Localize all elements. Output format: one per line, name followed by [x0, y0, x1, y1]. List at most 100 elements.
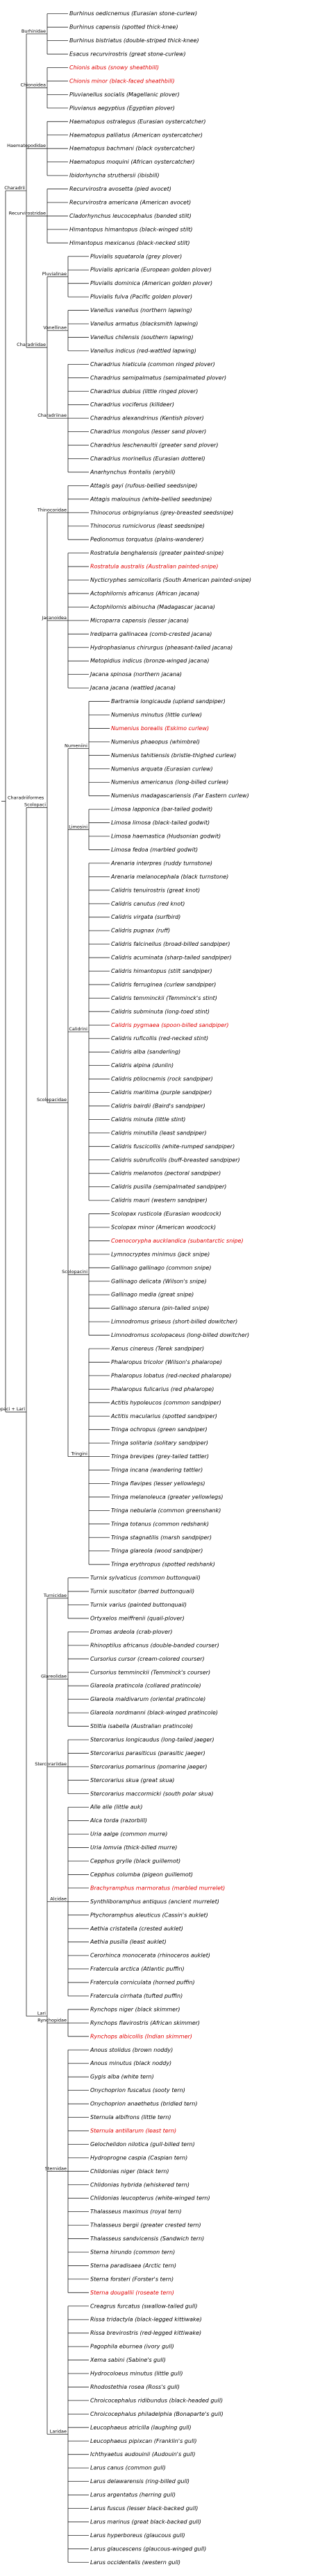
leaf-label: Pluvialis fulva (Pacific golden plover)	[90, 294, 192, 300]
leaf-label: Rostratula benghalensis (greater painted…	[90, 550, 223, 556]
leaf-label: Ptychoramphus aleuticus (Cassin's auklet…	[90, 1912, 208, 1918]
leaf-label: Charadrius dubius (little ringed plover)	[90, 388, 198, 395]
leaf-label: Calidris ruficollis (red-necked stint)	[111, 1035, 208, 1041]
clade-label: Tringini	[71, 1451, 88, 1457]
leaf-label: Cepphus grylle (black guillemot)	[90, 1858, 180, 1865]
leaf-label: Numenius phaeopus (whimbrel)	[111, 738, 200, 745]
leaf-label: Numenius borealis (Eskimo curlew)	[111, 725, 209, 732]
leaf-label: Hydroprogne caspia (Caspian tern)	[90, 2154, 187, 2161]
leaf-label: Calidris bairdii (Baird's sandpiper)	[111, 1103, 205, 1109]
leaf-label: Numenius minutus (little curlew)	[111, 711, 202, 718]
leaf-label: Vanellus indicus (red-wattled lapwing)	[90, 347, 196, 354]
leaf-label: Arenaria interpres (ruddy turnstone)	[110, 860, 212, 866]
leaf-label: Himantopus himantopus (black-winged stil…	[69, 226, 193, 232]
leaf-label: Alle alle (little auk)	[90, 1804, 142, 1810]
leaf-label: Thalasseus bergii (greater crested tern)	[90, 2222, 201, 2229]
leaf-label: Thinocorus orbignyianus (grey-breasted s…	[90, 510, 233, 516]
leaf-label: Tringa erythropus (spotted redshank)	[111, 1562, 215, 1568]
leaf-label: Phalaropus tricolor (Wilson's phalarope)	[111, 1359, 222, 1365]
leaf-label: Esacus recurvirostris (great stone-curle…	[69, 51, 186, 58]
leaf-label: Sterna dougallii (roseate tern)	[90, 2290, 174, 2296]
leaf-label: Cladorhynchus leucocephalus (banded stil…	[69, 213, 192, 219]
leaf-label: Numenius tahitiensis (bristle-thighed cu…	[111, 752, 236, 759]
clade-label: Rynchopidae	[37, 2017, 67, 2023]
leaf-label: Gygis alba (white tern)	[90, 2074, 154, 2080]
leaf-label: Burhinus capensis (spotted thick-knee)	[69, 24, 178, 31]
leaf-label: Charadrius leschenaultii (greater sand p…	[90, 442, 218, 449]
leaf-label: Calidris subminuta (long-toed stint)	[111, 1008, 210, 1014]
leaf-label: Haematopus moquini (African oystercatche…	[69, 159, 195, 165]
leaf-label: Rynchops flavirostris (African skimmer)	[90, 2020, 200, 2026]
leaf-label: Chroicocephalus philadelphia (Bonaparte'…	[90, 2411, 223, 2417]
leaf-label: Rhinoptilus africanus (double-banded cou…	[90, 1642, 219, 1648]
leaf-label: Burhinus bistriatus (double-striped thic…	[69, 37, 199, 44]
leaf-label: Calidris subruficollis (buff-breasted sa…	[111, 1157, 240, 1163]
leaf-label: Larus canus (common gull)	[90, 2465, 166, 2471]
leaf-label: Rostratula australis (Australian painted…	[90, 564, 218, 570]
leaf-label: Uria aalge (common murre)	[90, 1831, 167, 1838]
clade-label: Stercorariidae	[35, 1761, 67, 1767]
leaf-label: Burhinus oedicnemus (Eurasian stone-curl…	[69, 10, 197, 17]
leaf-label: Turnix varius (painted buttonquail)	[90, 1602, 187, 1608]
leaf-label: Turnix sylvaticus (common buttonquail)	[90, 1575, 201, 1581]
leaf-label: Attagis gayi (rufous-bellied seedsnipe)	[90, 483, 197, 489]
leaf-label: Calidris pygmaea (spoon-billed sandpiper…	[111, 1022, 229, 1028]
leaf-label: Rynchops niger (black skimmer)	[90, 2006, 180, 2012]
leaf-label: Microparra capensis (lesser jacana)	[90, 617, 189, 623]
leaf-label: Cursorius temminckii (Temminck's courser…	[90, 1669, 210, 1675]
leaf-label: Metopidius indicus (bronze-winged jacana…	[90, 658, 209, 664]
leaf-label: Calidris minutilla (least sandpiper)	[111, 1130, 207, 1136]
leaf-label: Phalaropus fulicarius (red phalarope)	[111, 1386, 214, 1392]
leaf-label: Sternula albifrons (little tern)	[90, 2114, 171, 2120]
leaf-label: Fratercula arctica (Atlantic puffin)	[90, 1966, 185, 1972]
leaf-label: Charadrius morinellus (Eurasian dotterel…	[90, 456, 205, 462]
clade-label: Scolopaci + Lari	[0, 1406, 25, 1412]
leaf-label: Rynchops albicollis (Indian skimmer)	[90, 2033, 192, 2039]
leaf-label: Calidris ferruginea (curlew sandpiper)	[111, 981, 216, 987]
leaf-label: Actophilornis albinucha (Madagascar jaca…	[90, 604, 215, 610]
leaf-label: Leucophaeus atricilla (laughing gull)	[90, 2424, 192, 2430]
leaf-label: Tringa glareola (wood sandpiper)	[111, 1548, 203, 1554]
leaf-label: Brachyramphus marmoratus (marbled murrel…	[90, 1885, 225, 1891]
leaf-label: Aethia cristatella (crested auklet)	[90, 1926, 183, 1932]
leaf-label: Calidris canutus (red knot)	[111, 901, 185, 907]
leaf-label: Tringa stagnatilis (marsh sandpiper)	[111, 1535, 212, 1541]
leaf-label: Actitis hypoleucos (common sandpiper)	[110, 1399, 221, 1406]
leaf-label: Xema sabini (Sabine's gull)	[90, 2357, 166, 2363]
leaf-label: Phalaropus lobatus (red-necked phalarope…	[111, 1372, 231, 1378]
leaf-label: Gallinago stenura (pin-tailed snipe)	[111, 1305, 209, 1311]
leaf-label: Himantopus mexicanus (black-necked stilt…	[69, 240, 190, 246]
leaf-label: Larus delawarensis (ring-billed gull)	[90, 2478, 189, 2484]
clade-label: Alcidae	[50, 1896, 67, 1901]
leaf-label: Calidris ptilocnemis (rock sandpiper)	[111, 1076, 213, 1082]
leaf-label: Calidris alba (sanderling)	[111, 1049, 180, 1055]
leaf-label: Cerorhinca monocerata (rhinoceros auklet…	[90, 1953, 210, 1959]
leaf-label: Gallinago media (great snipe)	[111, 1292, 194, 1298]
leaf-label: Charadrius alexandrinus (Kentish plover)	[90, 415, 204, 422]
clade-label: Recurvirostridae	[9, 210, 46, 216]
clade-label: Chionoidea	[21, 83, 46, 88]
leaf-label: Limnodromus griseus (short-billed dowitc…	[111, 1319, 237, 1325]
leaf-label: Rissa tridactyla (black-legged kittiwake…	[90, 2317, 202, 2323]
leaf-label: Ortyxelos meiffrenii (quail-plover)	[90, 1615, 185, 1621]
leaf-label: Gallinago gallinago (common snipe)	[111, 1265, 211, 1271]
leaf-label: Recurvirostra avosetta (pied avocet)	[69, 186, 171, 192]
leaf-label: Numenius americanus (long-billed curlew)	[111, 779, 228, 786]
leaf-label: Calidris fuscicollis (white-rumped sandp…	[111, 1143, 235, 1150]
leaf-label: Charadrius vociferus (killdeer)	[90, 401, 174, 408]
clade-label: Charadriidae	[17, 342, 46, 347]
clade-label: Laridae	[50, 2429, 67, 2435]
leaf-label: Anarhynchus frontalis (wrybill)	[90, 469, 176, 475]
leaf-label: Stiltia isabella (Australian pratincole)	[90, 1723, 193, 1729]
leaf-label: Sterna forsteri (Forster's tern)	[90, 2276, 174, 2282]
leaf-label: Chionis albus (snowy sheathbill)	[69, 64, 159, 71]
leaf-label: Tringa brevipes (grey-tailed tattler)	[111, 1453, 209, 1460]
leaf-label: Jacana jacana (wattled jacana)	[89, 685, 176, 691]
leaf-label: Chlidonias niger (black tern)	[90, 2168, 169, 2175]
leaf-label: Charadrius hiaticula (common ringed plov…	[90, 361, 215, 368]
clade-label: Burhinidae	[22, 28, 46, 34]
leaf-label: Calidris pugnax (ruff)	[111, 928, 170, 934]
leaf-label: Larus occidentalis (western gull)	[90, 2559, 180, 2566]
leaf-label: Calidris mauri (western sandpiper)	[111, 1198, 208, 1204]
